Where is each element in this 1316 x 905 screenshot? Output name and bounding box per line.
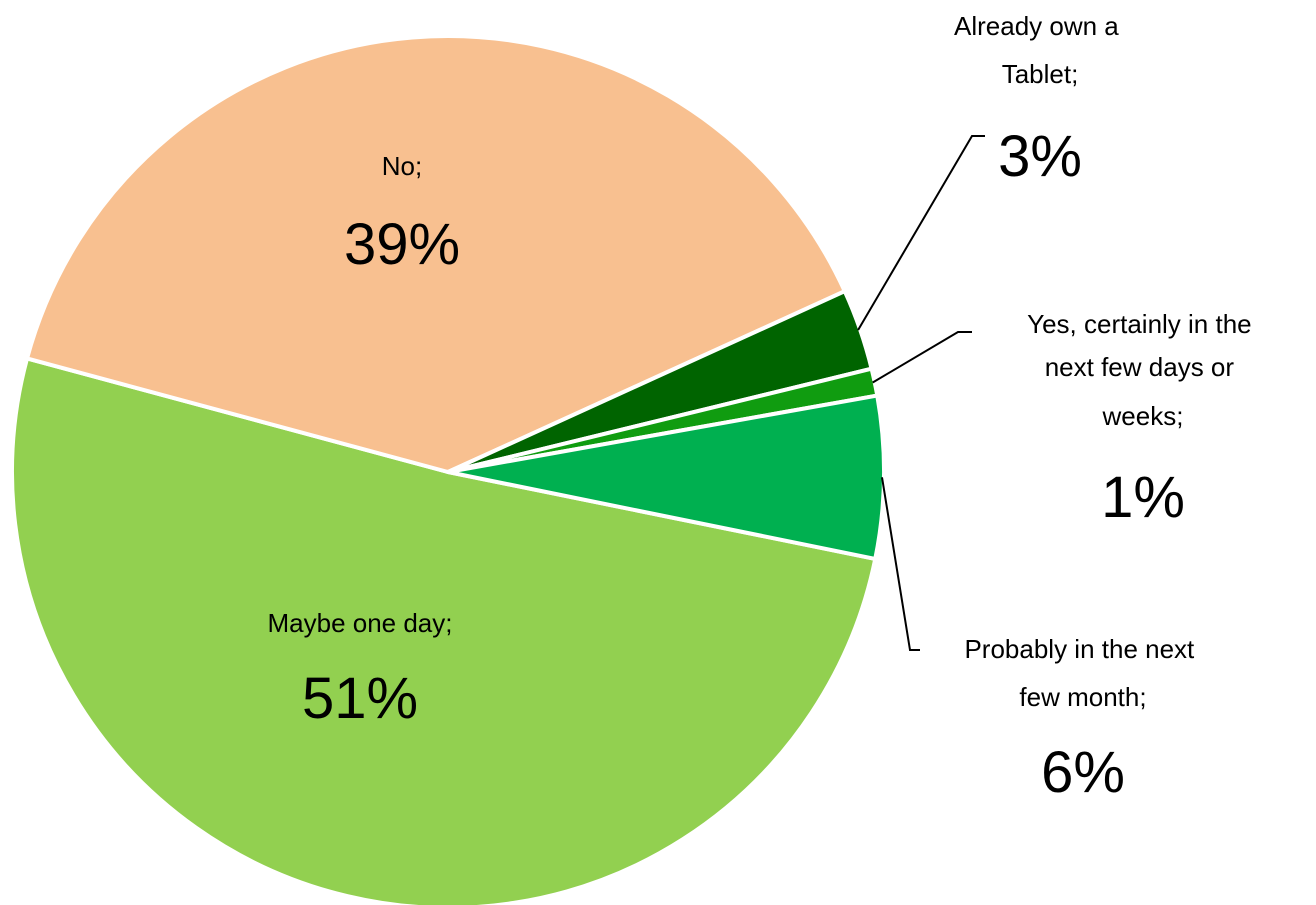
slice-value-yes-certainly: 1% — [1101, 465, 1185, 530]
leader-line-already-own — [857, 135, 985, 331]
slice-label-yes-certainly: Yes, certainly in the next few days or w… — [1027, 309, 1259, 431]
slice-label-maybe-one-day: Maybe one day; — [267, 608, 452, 638]
pie-slice-no — [25, 33, 847, 474]
pie-slice-maybe-one-day — [10, 356, 878, 905]
label-no: No; 39% — [344, 151, 460, 277]
slice-label-already-own: Already own a Tablet; — [954, 11, 1126, 89]
slice-value-already-own: 3% — [998, 124, 1082, 189]
leader-line-probably — [881, 477, 920, 651]
label-maybe-one-day: Maybe one day; 51% — [267, 608, 452, 731]
slice-label-probably: Probably in the next few month; — [964, 634, 1201, 712]
label-already-own: Already own a Tablet; 3% — [954, 11, 1126, 189]
slice-value-probably: 6% — [1041, 740, 1125, 805]
label-probably: Probably in the next few month; 6% — [964, 634, 1201, 805]
leader-line-yes-certainly — [872, 331, 972, 384]
pie-slices — [10, 33, 886, 905]
pie-slice-probably — [446, 393, 886, 561]
slice-label-no: No; — [382, 151, 422, 181]
slice-value-no: 39% — [344, 212, 460, 277]
slice-value-maybe-one-day: 51% — [302, 666, 418, 731]
leader-lines — [857, 135, 985, 651]
label-yes-certainly: Yes, certainly in the next few days or w… — [1027, 309, 1259, 530]
